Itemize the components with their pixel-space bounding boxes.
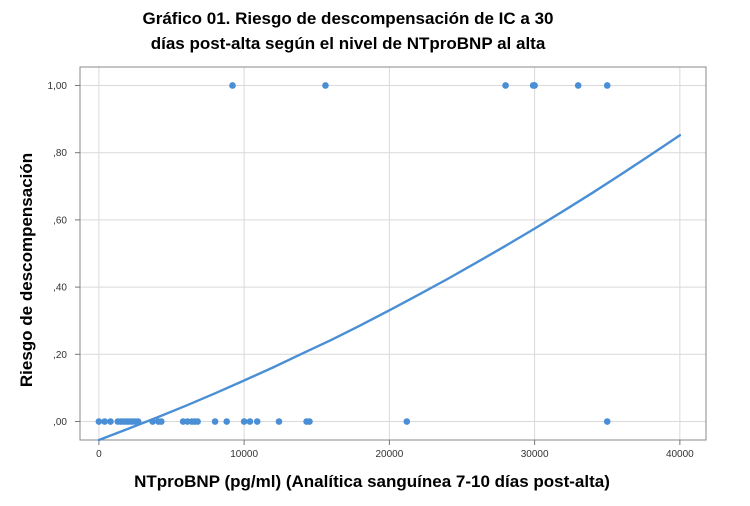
data-point <box>275 418 283 425</box>
x-tick-label: 10000 <box>230 449 258 460</box>
chart-title-line-2: días post-alta según el nivel de NTproBN… <box>151 34 546 53</box>
x-tick-label: 30000 <box>521 449 549 460</box>
data-point <box>403 418 411 425</box>
axis-ticks: 0 10000 20000 30000 40000 ,00 ,20 ,40 ,60 ,80 1,00 <box>48 81 695 460</box>
scatter-points <box>95 82 611 425</box>
data-point <box>246 418 254 425</box>
y-tick-label: ,20 <box>53 350 67 361</box>
data-point <box>306 418 313 425</box>
chart-title-line-1: Gráfico 01. Riesgo de descompensación de… <box>143 9 554 28</box>
y-axis-label: Riesgo de descompensación <box>17 153 36 387</box>
y-tick-label: 1,00 <box>48 81 68 92</box>
data-point <box>240 418 248 425</box>
data-point <box>194 418 201 425</box>
data-point <box>253 418 261 425</box>
x-axis-label: NTproBNP (pg/ml) (Analítica sanguínea 7-… <box>134 472 610 491</box>
data-point <box>603 82 611 89</box>
y-tick-label: ,00 <box>53 417 67 428</box>
data-point <box>574 82 582 89</box>
data-point <box>531 82 538 89</box>
data-point <box>223 418 230 425</box>
data-point <box>107 418 114 425</box>
fit-curve <box>97 134 682 442</box>
y-tick-label: ,80 <box>53 148 67 159</box>
data-point <box>158 418 165 425</box>
data-point <box>101 418 108 425</box>
data-point <box>229 82 236 89</box>
fit-curve-layer <box>97 134 682 442</box>
x-tick-label: 20000 <box>375 449 403 460</box>
plot-frame <box>79 66 707 441</box>
y-tick-label: ,40 <box>53 283 67 294</box>
data-point <box>95 418 103 425</box>
data-point <box>322 82 329 89</box>
x-tick-label: 40000 <box>666 449 694 460</box>
x-tick-label: 0 <box>96 449 102 460</box>
data-point <box>211 418 219 425</box>
y-tick-label: ,60 <box>53 215 67 226</box>
data-point <box>502 82 509 89</box>
data-point <box>603 418 611 425</box>
